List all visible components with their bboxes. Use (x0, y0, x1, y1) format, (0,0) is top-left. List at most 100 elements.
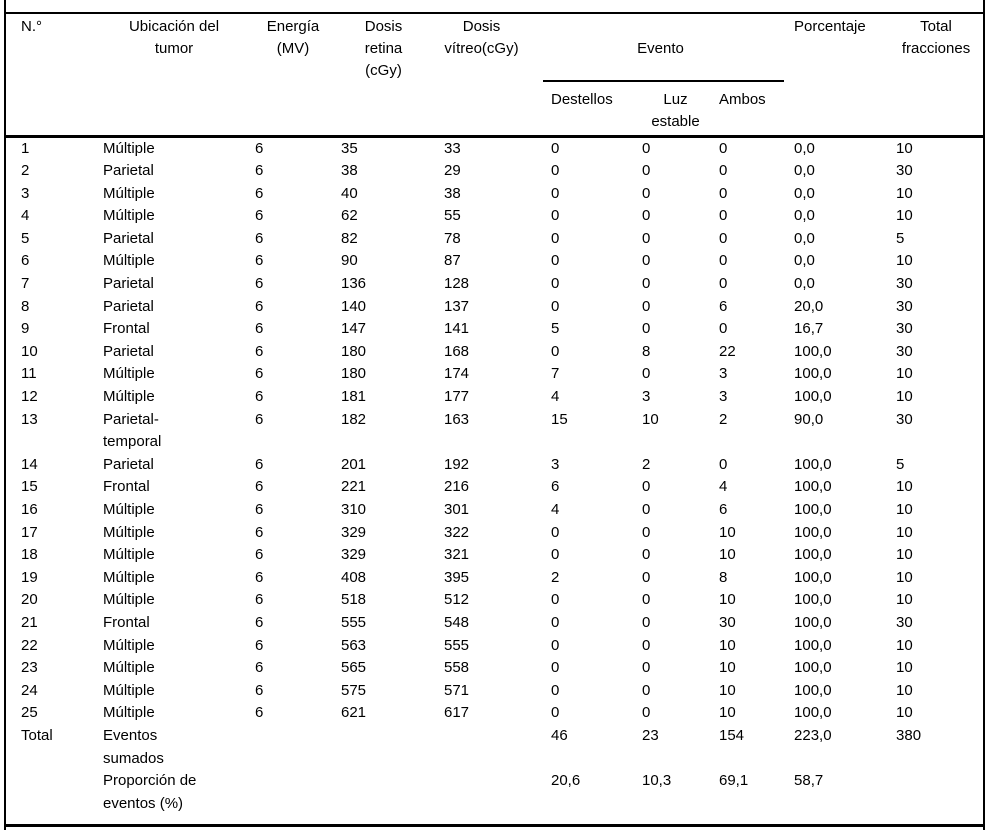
cell-destellos: 0 (551, 184, 560, 202)
cell-ubicacion: Proporción de eventos (%) (103, 772, 197, 812)
cell-destellos: 0 (551, 229, 560, 247)
cell-porcentaje: 100,0 (794, 478, 832, 496)
cell-dosis-retina: 563 (341, 636, 367, 654)
table-row: 18 Múltiple 6 329 321 0 0 10 100,0 10 (6, 544, 983, 567)
table-frame: N.° Ubicación del tumor Energía (MV) Dos… (4, 0, 985, 830)
cell-numero: 21 (21, 613, 38, 631)
cell-luz-estable: 0 (642, 659, 651, 677)
cell-energia: 6 (255, 455, 264, 473)
cell-porcentaje: 100,0 (794, 659, 832, 677)
cell-ambos: 8 (719, 568, 728, 586)
cell-porcentaje: 100,0 (794, 501, 832, 518)
cell-dosis-vitreo: 617 (444, 704, 470, 722)
cell-total-fracciones: 30 (896, 320, 913, 338)
cell-ambos: 10 (719, 704, 736, 722)
cell-destellos: 0 (551, 252, 560, 270)
cell-energia: 6 (255, 659, 264, 677)
cell-ambos: 22 (719, 342, 736, 360)
cell-dosis-vitreo: 141 (444, 320, 470, 338)
cell-numero: 3 (21, 184, 30, 202)
cell-energia: 6 (255, 184, 264, 202)
cell-total-fracciones: 10 (896, 184, 913, 202)
cell-luz-estable: 0 (642, 568, 651, 586)
cell-energia: 6 (255, 320, 264, 338)
cell-total-fracciones: 30 (896, 297, 913, 315)
header-row-sub: Destellos Luz estable Ambos (6, 82, 983, 136)
cell-ambos: 0 (719, 162, 728, 180)
cell-numero: 5 (21, 229, 30, 247)
cell-energia: 6 (255, 139, 264, 157)
col-header-energia: Energía (MV) (266, 18, 320, 57)
cell-luz-estable: 0 (642, 184, 651, 202)
cell-porcentaje: 100,0 (794, 591, 832, 609)
col-header-dosis-retina: Dosis retina (cGy) (364, 18, 403, 79)
cell-porcentaje: 100,0 (794, 636, 832, 654)
col-header-dosis-vitreo: Dosis vítreo(cGy) (444, 18, 519, 57)
cell-destellos: 0 (551, 275, 560, 293)
cell-total-fracciones (889, 770, 983, 826)
cell-numero: 25 (21, 704, 38, 722)
cell-energia: 6 (255, 342, 264, 360)
cell-total-fracciones: 10 (896, 523, 913, 541)
cell-ambos: 6 (719, 501, 728, 518)
cell-numero: 24 (21, 681, 38, 699)
cell-ambos: 30 (719, 613, 736, 631)
cell-porcentaje: 20,0 (794, 297, 824, 315)
cell-ambos: 0 (719, 139, 728, 157)
cell-energia: 6 (255, 365, 264, 383)
cell-destellos: 7 (551, 365, 560, 383)
table-row: 3 Múltiple 6 40 38 0 0 0 0,0 10 (6, 183, 983, 206)
cell-dosis-retina: 555 (341, 613, 367, 631)
cell-ubicacion: Múltiple (103, 681, 155, 699)
table-row: 23 Múltiple 6 565 558 0 0 10 100,0 10 (6, 657, 983, 680)
table-row: 1 Múltiple 6 35 33 0 0 0 0,0 10 (6, 136, 983, 160)
table-row: 21 Frontal 6 555 548 0 0 30 100,0 30 (6, 612, 983, 635)
cell-ambos: 0 (719, 320, 728, 338)
col-header-evento: Evento (532, 13, 789, 82)
cell-total-fracciones: 30 (896, 162, 913, 180)
cell-destellos: 0 (551, 342, 560, 360)
cell-numero: 18 (21, 546, 38, 564)
cell-porcentaje: 0,0 (794, 139, 815, 157)
cell-destellos: 0 (551, 591, 560, 609)
cell-destellos: 0 (551, 636, 560, 654)
cell-destellos: 0 (551, 207, 560, 225)
cell-dosis-vitreo: 177 (444, 388, 470, 406)
cell-ubicacion: Múltiple (103, 139, 155, 157)
cell-porcentaje: 100,0 (794, 388, 832, 406)
cell-ubicacion: Múltiple (103, 636, 155, 654)
cell-dosis-vitreo: 78 (444, 229, 461, 247)
cell-numero: 1 (21, 139, 30, 157)
cell-destellos: 2 (551, 568, 560, 586)
cell-dosis-retina: 147 (341, 320, 367, 338)
cell-numero: 11 (21, 365, 37, 383)
cell-luz-estable: 0 (642, 252, 651, 270)
cell-porcentaje: 58,7 (794, 772, 824, 790)
cell-ambos: 0 (719, 207, 728, 225)
cell-ubicacion: Múltiple (103, 501, 155, 518)
cell-ambos: 10 (719, 659, 736, 677)
cell-porcentaje: 0,0 (794, 162, 815, 180)
cell-dosis-retina: 329 (341, 546, 367, 564)
cell-numero: Total (21, 726, 53, 744)
cell-numero: 10 (21, 342, 38, 360)
cell-porcentaje: 0,0 (794, 275, 815, 293)
cell-dosis-vitreo: 168 (444, 342, 470, 360)
cell-destellos: 5 (551, 320, 560, 338)
col-header-destellos: Destellos (551, 91, 613, 108)
cell-total-fracciones: 10 (896, 207, 913, 225)
cell-energia: 6 (255, 252, 264, 270)
table-row: 6 Múltiple 6 90 87 0 0 0 0,0 10 (6, 250, 983, 273)
cell-energia: 6 (255, 275, 264, 293)
cell-dosis-retina: 518 (341, 591, 367, 609)
cell-dosis-vitreo: 87 (444, 252, 461, 270)
cell-dosis-vitreo: 321 (444, 546, 470, 564)
cell-dosis-retina: 180 (341, 342, 367, 360)
cell-energia (250, 725, 336, 770)
cell-total-fracciones: 10 (896, 478, 913, 496)
cell-porcentaje: 100,0 (794, 365, 832, 383)
cell-dosis-vitreo: 548 (444, 613, 470, 631)
cell-dosis-retina: 180 (341, 365, 367, 383)
table-row: 12 Múltiple 6 181 177 4 3 3 100,0 10 (6, 386, 983, 409)
table-row: 19 Múltiple 6 408 395 2 0 8 100,0 10 (6, 567, 983, 590)
